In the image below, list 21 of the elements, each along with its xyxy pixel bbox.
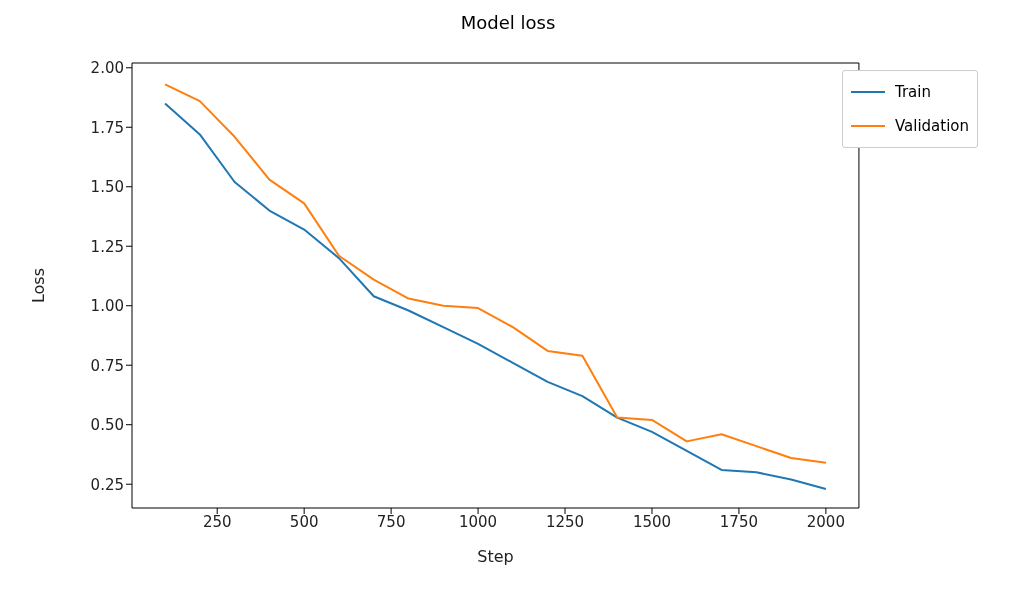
y-tick-label: 1.25 (90, 237, 124, 256)
legend-label: Train (894, 82, 931, 103)
x-tick-label: 1000 (458, 512, 498, 531)
y-axis-title: Loss (28, 267, 48, 304)
x-tick-label: 250 (202, 512, 232, 531)
x-tick-label: 500 (289, 512, 319, 531)
x-axis-title: Step (477, 547, 514, 566)
y-tick-label: 1.50 (90, 178, 124, 197)
x-tick-label: 1250 (545, 512, 585, 531)
y-tick-label: 0.25 (90, 475, 124, 494)
x-tick-label: 1500 (632, 512, 672, 531)
y-tick-label: 1.75 (90, 118, 124, 137)
y-tick-label: 1.00 (90, 297, 124, 316)
x-tick-label: 1750 (719, 512, 759, 531)
x-tick-label: 750 (376, 512, 406, 531)
y-tick-label: 0.50 (90, 416, 124, 435)
x-tick-label: 2000 (806, 512, 845, 531)
y-tick-label: 2.00 (90, 59, 124, 78)
y-tick-label: 0.75 (90, 356, 124, 375)
legend-label: Validation (894, 116, 969, 137)
chart-title: Model loss (459, 12, 557, 33)
